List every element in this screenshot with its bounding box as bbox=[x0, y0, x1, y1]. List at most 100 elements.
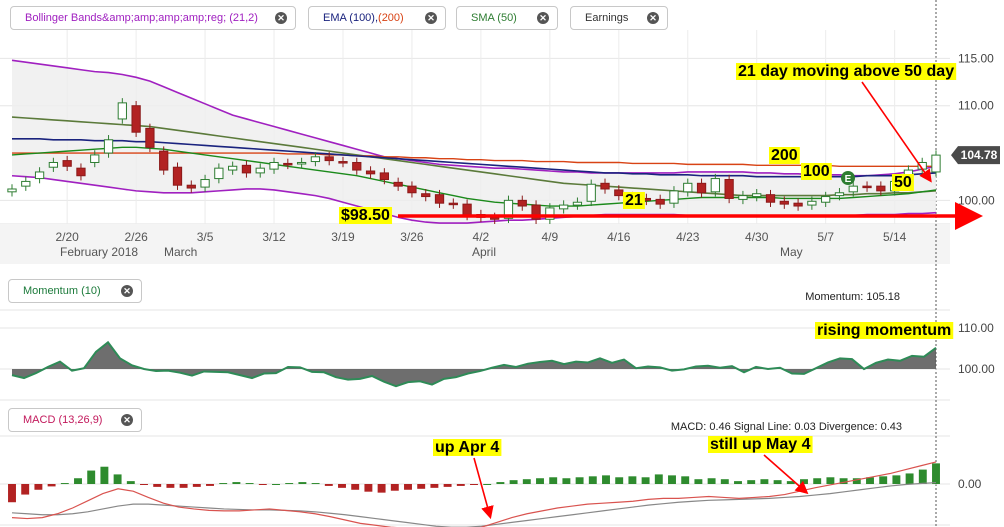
macd-histogram-bar bbox=[866, 477, 874, 484]
macd-histogram-bar bbox=[404, 484, 412, 490]
macd-histogram-bar bbox=[879, 476, 888, 484]
macd-histogram-bar bbox=[470, 484, 478, 485]
candle-up bbox=[572, 201, 583, 206]
candle-down bbox=[862, 185, 872, 189]
macd-histogram-bar bbox=[536, 478, 544, 484]
candle-down bbox=[159, 150, 169, 171]
macd-histogram-bar bbox=[562, 478, 571, 484]
macd-histogram-bar bbox=[430, 484, 439, 488]
candle-up bbox=[834, 192, 845, 197]
close-icon[interactable]: ✕ bbox=[275, 12, 287, 24]
rising-momentum-annotation: rising momentum bbox=[815, 322, 954, 339]
candle-up bbox=[214, 167, 224, 180]
candle-down bbox=[765, 194, 776, 203]
x-tick-label: 4/23 bbox=[676, 230, 700, 244]
macd-histogram-bar bbox=[905, 473, 914, 484]
candle-down bbox=[724, 179, 734, 199]
macd-histogram-bar bbox=[298, 482, 307, 484]
candle-up bbox=[683, 182, 693, 193]
sma50-annotation: 50 bbox=[892, 174, 914, 191]
candle-up bbox=[34, 171, 45, 180]
close-icon[interactable]: ✕ bbox=[425, 12, 437, 24]
candle-down bbox=[172, 166, 183, 186]
x-tick-label: 4/2 bbox=[473, 230, 490, 244]
macd-histogram-bar bbox=[892, 475, 901, 484]
bollinger-chip[interactable]: Bollinger Bands&amp;amp;amp;amp;reg; (21… bbox=[10, 6, 296, 30]
macd-histogram-bar bbox=[192, 484, 201, 487]
candle-down bbox=[600, 182, 610, 190]
candle-down bbox=[614, 189, 624, 197]
month-label: March bbox=[164, 245, 197, 259]
candle-down bbox=[434, 194, 445, 204]
candle-up bbox=[310, 156, 321, 163]
earnings-chip[interactable]: Earnings ✕ bbox=[570, 6, 668, 30]
x-tick-label: 3/5 bbox=[197, 230, 214, 244]
candle-up bbox=[255, 167, 265, 174]
ema-chip[interactable]: EMA (100),(200) ✕ bbox=[308, 6, 446, 30]
candle-up bbox=[545, 207, 555, 220]
candle-down bbox=[365, 170, 376, 175]
macd-line bbox=[11, 461, 937, 527]
macd-histogram-bar bbox=[549, 477, 558, 484]
candle-down bbox=[531, 204, 541, 220]
sma21-line bbox=[11, 146, 937, 207]
sma-chip[interactable]: SMA (50) ✕ bbox=[456, 6, 558, 30]
close-icon[interactable]: ✕ bbox=[121, 285, 133, 297]
candle-up bbox=[48, 161, 59, 168]
macd-histogram-bar bbox=[258, 484, 267, 485]
support-annotation-highlight bbox=[339, 207, 393, 224]
ma-cross-arrow bbox=[861, 81, 932, 183]
up-apr-annotation-text: up Apr 4 bbox=[435, 439, 499, 456]
macd-histogram-bar bbox=[153, 484, 162, 487]
close-icon[interactable]: ✕ bbox=[647, 12, 659, 24]
macd-chip[interactable]: MACD (13,26,9) ✕ bbox=[8, 408, 142, 432]
candle-down bbox=[76, 167, 86, 177]
momentum-readout: Momentum: 105.18 bbox=[805, 291, 900, 303]
macd-chip-label: MACD (13,26,9) bbox=[23, 414, 103, 426]
macd-histogram-bar bbox=[113, 474, 122, 484]
bollinger-band-fill bbox=[12, 60, 936, 224]
candle-down bbox=[393, 181, 403, 187]
macd-histogram-bar bbox=[338, 484, 346, 488]
macd-histogram-bar bbox=[219, 483, 228, 485]
candle-down bbox=[338, 161, 348, 164]
earnings-marker-label: E bbox=[845, 174, 852, 185]
macd-histogram-bar bbox=[417, 484, 426, 489]
macd-histogram-bar bbox=[747, 480, 756, 484]
macd-histogram-bar bbox=[681, 476, 690, 484]
candle-up bbox=[269, 161, 279, 170]
x-tick-label: 4/9 bbox=[542, 230, 559, 244]
close-icon[interactable]: ✕ bbox=[121, 414, 133, 426]
candle-down bbox=[352, 161, 362, 171]
macd-histogram-bar bbox=[232, 482, 241, 484]
candle-down bbox=[448, 202, 458, 206]
x-tick-label: 3/19 bbox=[331, 230, 355, 244]
x-tick-label: 2/20 bbox=[55, 230, 79, 244]
close-icon[interactable]: ✕ bbox=[537, 12, 549, 24]
still-up-annotation-text: still up May 4 bbox=[710, 436, 811, 453]
candle-up bbox=[931, 154, 941, 173]
x-tick-label: 4/30 bbox=[745, 230, 769, 244]
macd-histogram-bar bbox=[641, 477, 650, 484]
candle-up bbox=[669, 190, 679, 204]
up-apr-annotation-highlight bbox=[433, 439, 502, 456]
momentum-line bbox=[11, 340, 937, 388]
candle-up bbox=[821, 196, 831, 203]
macd-histogram-bar bbox=[668, 475, 676, 484]
macd-histogram-bar bbox=[324, 484, 333, 486]
still-up-annotation-highlight bbox=[708, 436, 813, 453]
candle-down bbox=[876, 185, 886, 192]
macd-readout: MACD: 0.46 Signal Line: 0.03 Divergence:… bbox=[671, 421, 902, 433]
support-annotation: $98.50 bbox=[339, 207, 393, 224]
macd-histogram-bar bbox=[918, 469, 927, 484]
macd-histogram-bar bbox=[588, 476, 597, 484]
sma21-annotation-highlight bbox=[623, 192, 645, 209]
ema100-annotation: 100 bbox=[801, 163, 832, 180]
macd-histogram-bar bbox=[87, 470, 96, 484]
macd-histogram-bar bbox=[509, 480, 518, 484]
macd-histogram-bar bbox=[166, 484, 175, 488]
momentum-chip[interactable]: Momentum (10) ✕ bbox=[8, 279, 142, 303]
price-y-tick-label: 100.00 bbox=[958, 193, 995, 207]
candle-up bbox=[738, 195, 748, 200]
